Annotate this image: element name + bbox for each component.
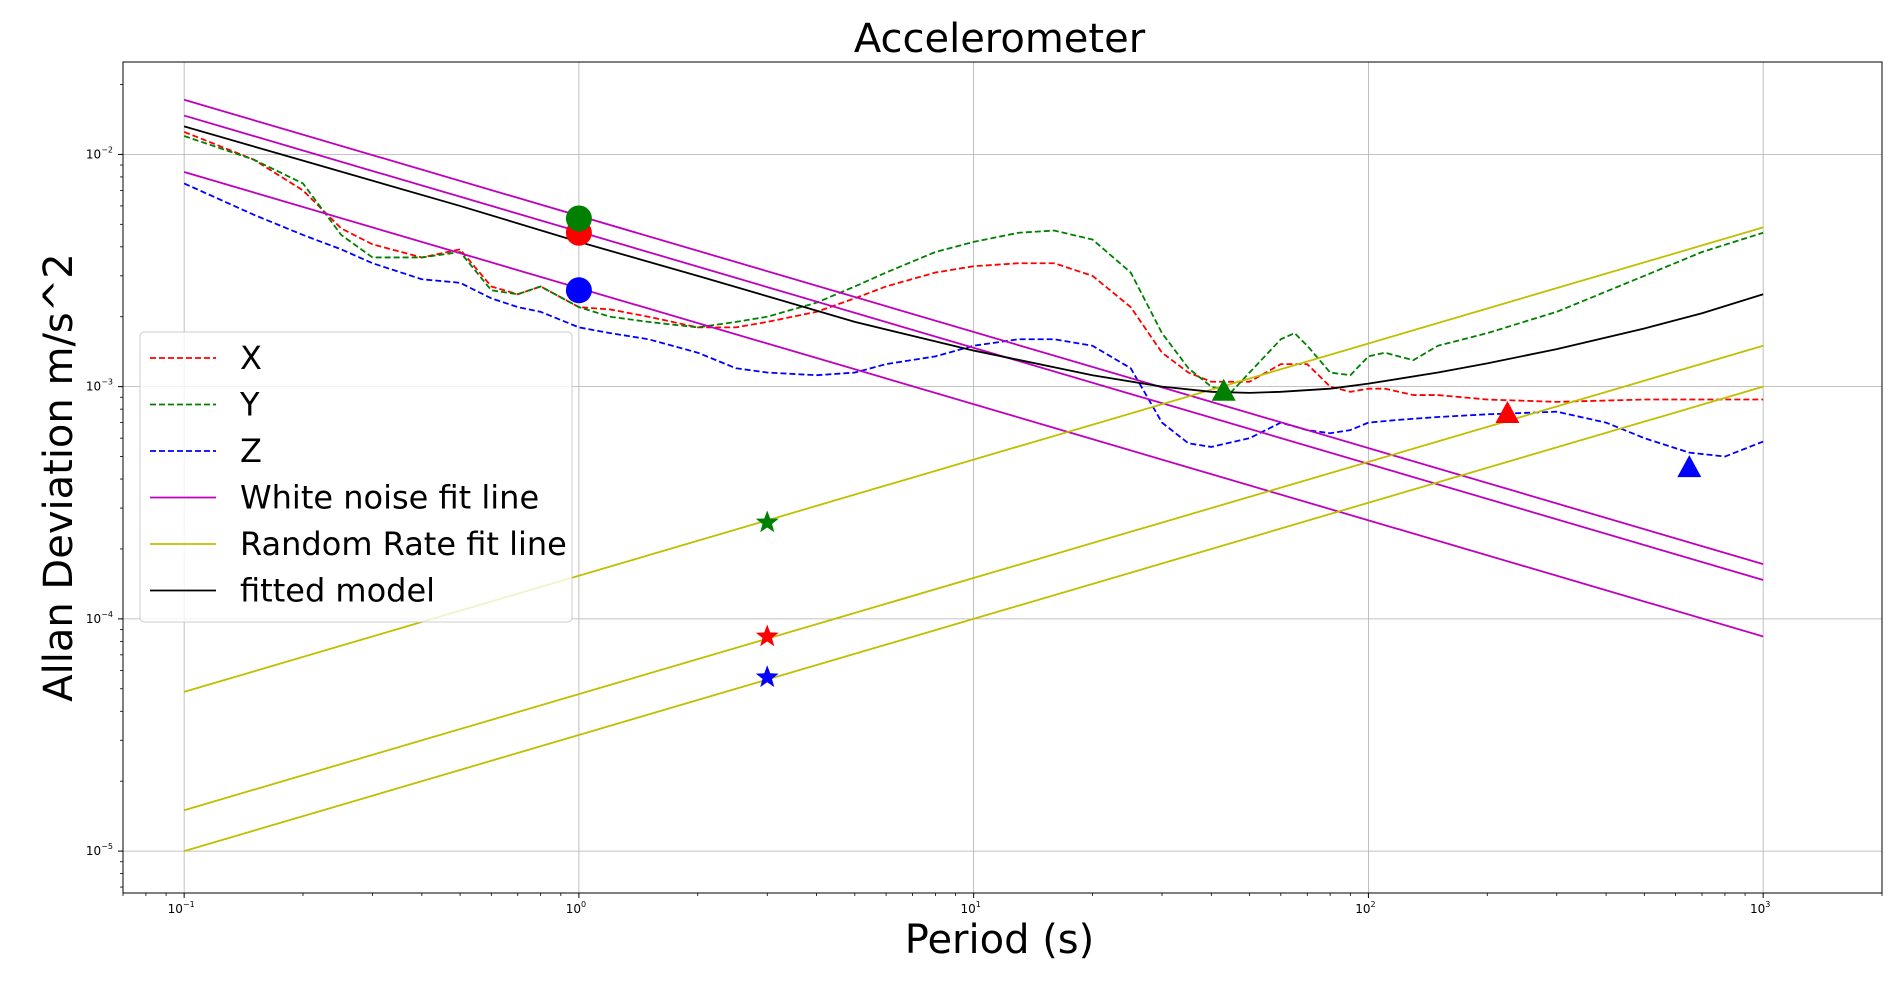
marker-star	[755, 510, 779, 533]
series-y	[183, 135, 1764, 393]
marker-star	[755, 665, 779, 688]
x-tick-label: 103	[1750, 900, 1770, 916]
x-tick-label: 102	[1355, 900, 1375, 916]
legend-box	[139, 331, 573, 623]
marker-star	[755, 624, 779, 647]
series-random-rate-fit-line-3	[183, 385, 1764, 852]
marker-triangle	[1211, 378, 1236, 401]
x-tick-label: 100	[566, 900, 586, 916]
legend-label-random-rate-fit-line: Random Rate fit line	[240, 525, 567, 563]
marker-circle	[565, 277, 592, 304]
legend-label-x: X	[240, 339, 262, 377]
x-tick-label: 101	[960, 900, 980, 916]
series-z	[183, 182, 1764, 458]
legend: XYZ White noise fit line Random Rate fit l…	[139, 331, 573, 623]
series-x	[183, 131, 1764, 403]
chart-title: Accelerometer	[854, 16, 1146, 62]
series-layer	[183, 98, 1764, 852]
series-white-noise-fit-line-1	[183, 98, 1764, 566]
marker-triangle	[1495, 400, 1520, 423]
plot-frame	[122, 61, 1883, 894]
x-axis-label: Period (s)	[905, 917, 1095, 963]
legend-label-fitted-model: fitted model	[240, 572, 435, 610]
marker-layer	[565, 205, 1702, 688]
series-white-noise-fit-line-3	[183, 171, 1764, 638]
y-axis-label: Allan Deviation m/s^2	[36, 253, 82, 701]
series-white-noise-fit-line-2	[183, 114, 1764, 581]
legend-label-white-noise-fit-line: White noise fit line	[240, 479, 539, 517]
legend-label-z: Z	[240, 432, 262, 470]
series-random-rate-fit-line-2	[183, 344, 1764, 812]
x-axis-ticks: 10−1 100 101 102 103	[122, 893, 1883, 916]
marker-circle	[565, 205, 592, 232]
y-axis-ticks: 10−510−410−310−2	[86, 84, 123, 888]
marker-triangle	[1677, 455, 1702, 478]
legend-label-y: Y	[239, 386, 260, 424]
